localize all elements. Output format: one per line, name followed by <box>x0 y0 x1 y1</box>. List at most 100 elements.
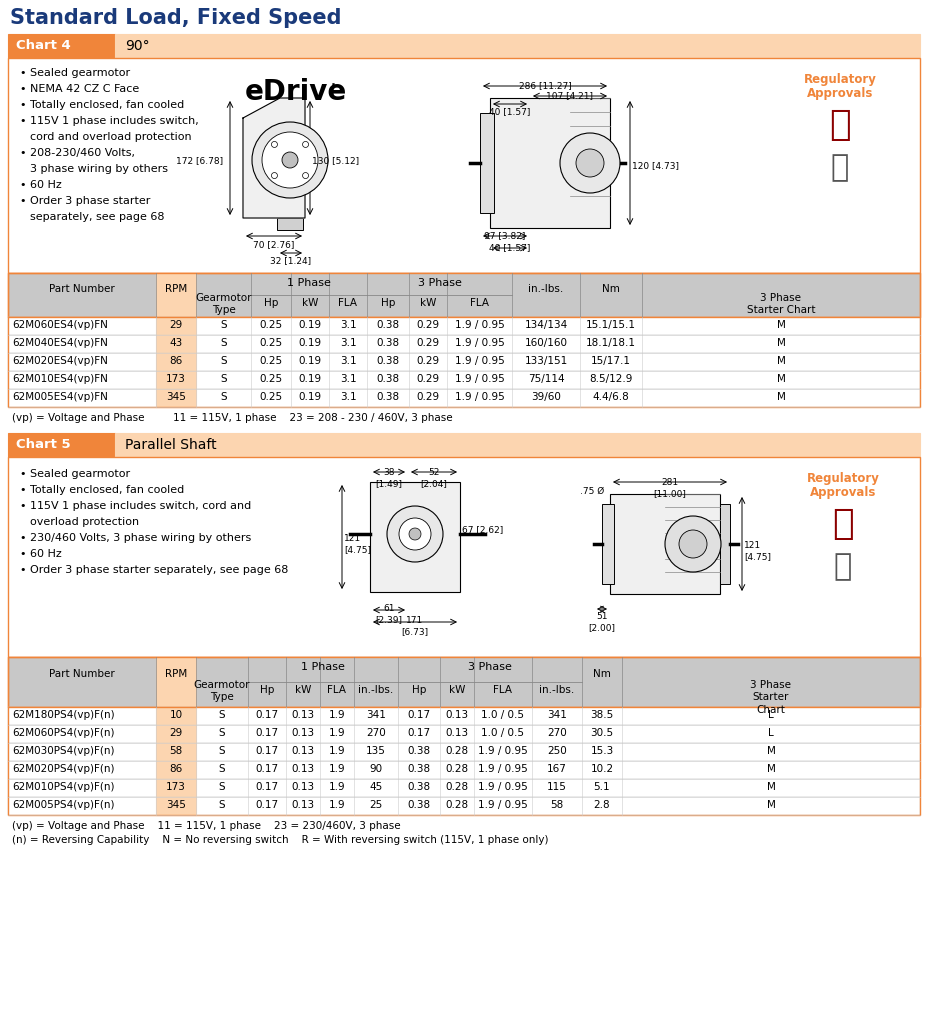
Text: 0.38: 0.38 <box>407 800 430 810</box>
Text: S: S <box>219 728 225 738</box>
Bar <box>8 317 919 335</box>
Bar <box>8 389 919 407</box>
Bar <box>489 98 609 228</box>
Text: 0.25: 0.25 <box>260 374 282 384</box>
Text: FLA: FLA <box>493 685 512 695</box>
Text: 0.13: 0.13 <box>291 800 314 810</box>
Text: 173: 173 <box>166 782 185 792</box>
Text: M: M <box>776 356 784 366</box>
Text: • 115V 1 phase includes switch, cord and: • 115V 1 phase includes switch, cord and <box>20 501 251 511</box>
Text: 0.38: 0.38 <box>407 746 430 756</box>
Bar <box>156 797 196 815</box>
Text: L: L <box>768 710 773 720</box>
Text: FLA: FLA <box>338 298 357 308</box>
Text: 1.9 / 0.95: 1.9 / 0.95 <box>477 800 527 810</box>
Text: 1.9 / 0.95: 1.9 / 0.95 <box>454 356 504 366</box>
Text: 1.0 / 0.5: 1.0 / 0.5 <box>481 710 524 720</box>
Text: 38
[1.49]: 38 [1.49] <box>375 468 402 488</box>
Bar <box>156 657 196 707</box>
Text: 40 [1.57]: 40 [1.57] <box>489 243 530 252</box>
Polygon shape <box>243 98 305 218</box>
Text: kW: kW <box>295 685 311 695</box>
Text: in.-lbs.: in.-lbs. <box>358 685 393 695</box>
Text: • Order 3 phase starter: • Order 3 phase starter <box>20 196 150 206</box>
Bar <box>156 371 196 389</box>
Bar <box>719 504 730 584</box>
Bar <box>156 761 196 779</box>
Bar <box>8 657 919 707</box>
Text: 3.1: 3.1 <box>339 374 356 384</box>
Text: RPM: RPM <box>165 669 187 679</box>
Text: Nm: Nm <box>602 284 619 294</box>
Text: 2.8: 2.8 <box>593 800 610 810</box>
Bar <box>8 761 919 779</box>
Text: 0.25: 0.25 <box>260 392 282 402</box>
Text: 270: 270 <box>366 728 386 738</box>
Text: • 60 Hz: • 60 Hz <box>20 549 62 559</box>
Text: Hp: Hp <box>412 685 425 695</box>
Text: 39/60: 39/60 <box>530 392 560 402</box>
Text: 0.38: 0.38 <box>376 338 400 348</box>
Text: 167: 167 <box>547 764 566 774</box>
Text: 32 [1.24]: 32 [1.24] <box>270 256 311 265</box>
Text: .75 Ø: .75 Ø <box>579 487 603 496</box>
Text: Part Number: Part Number <box>49 284 115 294</box>
Bar <box>250 273 366 295</box>
Text: 62M180PS4(vp)F(n): 62M180PS4(vp)F(n) <box>12 710 115 720</box>
Text: kW: kW <box>449 685 464 695</box>
Text: S: S <box>219 710 225 720</box>
Bar <box>115 34 919 58</box>
Text: cord and overload protection: cord and overload protection <box>30 132 191 142</box>
Bar <box>8 273 919 317</box>
Text: 121
[4.75]: 121 [4.75] <box>344 534 371 554</box>
Text: Regulatory: Regulatory <box>803 73 875 86</box>
Bar <box>8 779 919 797</box>
Text: 0.29: 0.29 <box>416 374 439 384</box>
Text: Regulatory: Regulatory <box>806 472 879 485</box>
Text: 1.9 / 0.95: 1.9 / 0.95 <box>454 338 504 348</box>
Text: 115: 115 <box>547 782 566 792</box>
Text: 0.13: 0.13 <box>291 728 314 738</box>
Text: 0.19: 0.19 <box>298 374 322 384</box>
Text: 0.13: 0.13 <box>445 710 468 720</box>
Text: 0.28: 0.28 <box>445 764 468 774</box>
Text: Ⓤ: Ⓤ <box>832 507 853 541</box>
Circle shape <box>399 518 430 550</box>
Text: S: S <box>220 319 226 330</box>
Circle shape <box>387 506 442 562</box>
Text: 1.9: 1.9 <box>328 800 345 810</box>
Text: 70 [2.76]: 70 [2.76] <box>253 240 295 249</box>
Text: 0.17: 0.17 <box>255 764 278 774</box>
Bar <box>8 797 919 815</box>
Text: 8.5/12.9: 8.5/12.9 <box>589 374 632 384</box>
Text: 0.17: 0.17 <box>407 710 430 720</box>
Text: • 115V 1 phase includes switch,: • 115V 1 phase includes switch, <box>20 116 198 126</box>
Circle shape <box>665 516 720 572</box>
Bar <box>8 273 919 317</box>
Text: in.-lbs.: in.-lbs. <box>539 685 574 695</box>
Text: 0.38: 0.38 <box>376 319 400 330</box>
Text: 0.13: 0.13 <box>291 782 314 792</box>
Bar <box>156 317 196 335</box>
Text: • Totally enclosed, fan cooled: • Totally enclosed, fan cooled <box>20 100 184 110</box>
Bar <box>8 34 115 58</box>
Bar <box>398 657 581 682</box>
Text: 0.28: 0.28 <box>445 746 468 756</box>
Text: 25: 25 <box>369 800 382 810</box>
Text: 62M005PS4(vp)F(n): 62M005PS4(vp)F(n) <box>12 800 114 810</box>
Text: 90: 90 <box>369 764 382 774</box>
Text: 1.9: 1.9 <box>328 782 345 792</box>
Text: 62M060PS4(vp)F(n): 62M060PS4(vp)F(n) <box>12 728 114 738</box>
Text: 61
[2.39]: 61 [2.39] <box>375 604 402 624</box>
Text: 0.29: 0.29 <box>416 338 439 348</box>
Bar <box>8 353 919 371</box>
Bar <box>8 743 919 761</box>
Text: 1.9: 1.9 <box>328 728 345 738</box>
Text: 3 Phase
Starter
Chart: 3 Phase Starter Chart <box>750 680 791 715</box>
Text: 15.1/15.1: 15.1/15.1 <box>585 319 635 330</box>
Text: • 208-230/460 Volts,: • 208-230/460 Volts, <box>20 148 134 158</box>
Circle shape <box>576 150 603 177</box>
Text: eDrive: eDrive <box>245 78 347 106</box>
Text: 341: 341 <box>547 710 566 720</box>
Text: Part Number: Part Number <box>49 669 115 679</box>
